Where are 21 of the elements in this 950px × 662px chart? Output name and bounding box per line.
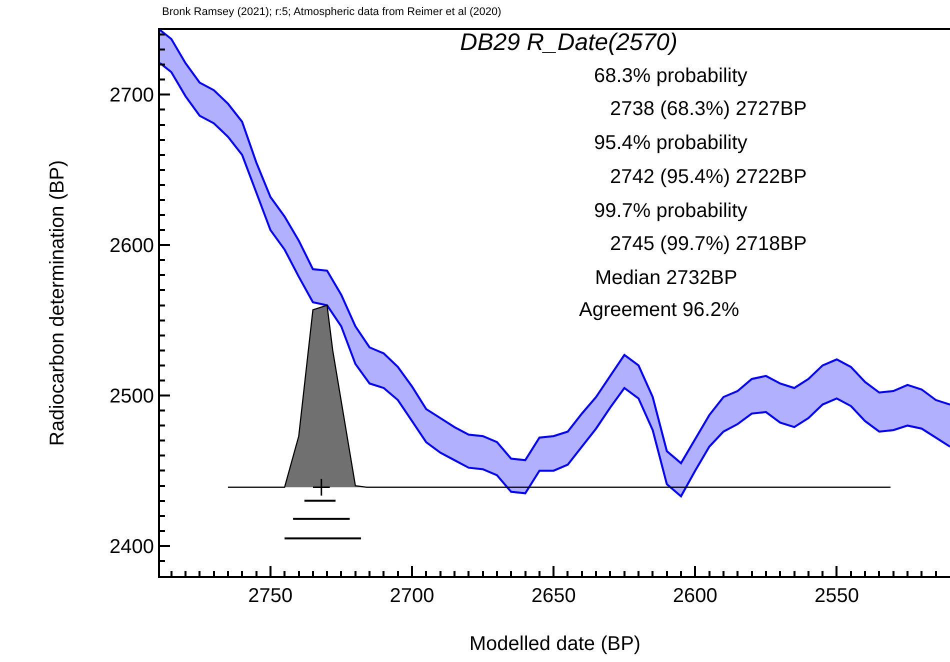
annotation: 95.4% probability: [594, 132, 748, 154]
annotation: Agreement 96.2%: [579, 299, 740, 321]
x-tick-label: 2650: [531, 585, 576, 607]
y-tick-label: 2500: [110, 386, 154, 408]
y-tick-label: 2700: [110, 84, 154, 107]
x-tick-label: 2700: [390, 585, 434, 607]
annotation: 99.7% probability: [594, 200, 748, 222]
annotation: 2745 (99.7%) 2718BP: [610, 233, 807, 255]
x-tick-label: 2750: [248, 585, 293, 607]
y-tick-label: 2600: [110, 235, 154, 258]
y-axis-title: Radiocarbon determination (BP): [46, 160, 68, 446]
x-tick-label: 2550: [814, 585, 859, 607]
text: Bronk Ramsey (2021); r:5; Atmospheric data from Reimer et al (2020): [162, 6, 502, 18]
annotation: 68.3% probability: [594, 65, 748, 87]
x-axis-title: Modelled date (BP): [469, 633, 641, 655]
x-tick-label: 2600: [672, 585, 718, 607]
annotation: Median 2732BP: [595, 267, 738, 289]
annotation: 2738 (68.3%) 2727BP: [610, 98, 807, 120]
annotation: 2742 (95.4%) 2722BP: [610, 166, 807, 188]
y-tick-label: 2400: [110, 536, 154, 558]
chart-title: DB29 R_Date(2570): [460, 29, 678, 56]
